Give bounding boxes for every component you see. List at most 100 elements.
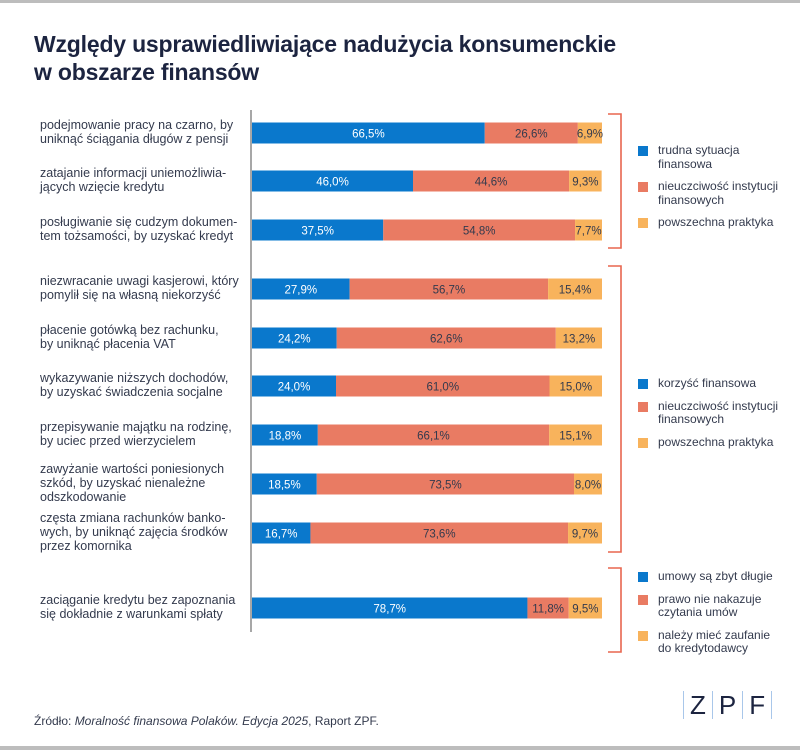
- group-bracket: [608, 113, 622, 249]
- category-label: przepisywanie majątku na rodzinę, by ucie…: [40, 420, 245, 448]
- data-label: 24,2%: [278, 334, 311, 346]
- bar-segment-1: [252, 473, 317, 495]
- source-prefix: Źródło:: [34, 714, 75, 728]
- data-label: 27,9%: [285, 285, 318, 297]
- category-label-line: niezwracanie uwagi kasjerowi, który: [40, 274, 239, 288]
- group-bracket: [608, 567, 622, 653]
- category-label-line: się dokładnie z warunkami spłaty: [40, 607, 223, 621]
- data-label: 15,4%: [559, 285, 592, 297]
- bar-segment-1: [252, 327, 337, 349]
- legend-group-2: korzyść finansowa nieuczciwość instytucji…: [638, 376, 788, 458]
- data-label: 61,0%: [426, 382, 459, 394]
- chart-title: Względy usprawiedliwiające nadużycia kon…: [34, 30, 754, 86]
- category-label: częsta zmiana rachunków banko-wych, by u…: [40, 511, 245, 553]
- category-label: zatajanie informacji uniemożliwia-jących…: [40, 166, 245, 194]
- legend-label-line: umowy są zbyt długie: [658, 569, 773, 583]
- category-label-line: zaciąganie kredytu bez zapoznania: [40, 593, 236, 607]
- bar-segment-1: [252, 375, 336, 397]
- category-label-line: płacenie gotówką bez rachunku,: [40, 323, 219, 337]
- data-label: 15,0%: [559, 382, 592, 394]
- category-label-line: wykazywanie niższych dochodów,: [40, 371, 229, 385]
- legend-label-line: powszechna praktyka: [658, 215, 774, 229]
- bar-segment-3: [548, 278, 602, 300]
- category-label-line: posługiwanie się cudzym dokumen-: [40, 215, 238, 229]
- bar-segment-1: [252, 278, 350, 300]
- data-label: 46,0%: [316, 177, 349, 189]
- data-label: 8,0%: [575, 480, 601, 492]
- bar-segment-1: [252, 122, 485, 144]
- bar-segment-3: [569, 170, 602, 192]
- legend-item: nieuczciwość instytucji finansowych: [638, 179, 788, 207]
- data-label: 9,7%: [572, 529, 598, 541]
- bar-segment-1: [252, 522, 311, 544]
- bar-segment-2: [527, 597, 569, 619]
- category-label: niezwracanie uwagi kasjerowi, który pomyl…: [40, 274, 245, 302]
- source-title: Moralność finansowa Polaków. Edycja 2025: [74, 714, 309, 728]
- logo-letter-f: F: [749, 689, 766, 720]
- data-label: 78,7%: [373, 604, 406, 616]
- legend-group-3: umowy są zbyt długie prawo nie nakazuje cz…: [638, 569, 788, 665]
- logo-divider: [711, 691, 713, 719]
- data-label: 16,7%: [265, 529, 298, 541]
- legend-swatch: [638, 630, 648, 641]
- chart-title-line-2: w obszarze finansów: [34, 59, 259, 85]
- category-label: zawyżanie wartości poniesionych szkód, by…: [40, 462, 245, 504]
- legend-item: powszechna praktyka: [638, 435, 788, 450]
- legend-item: prawo nie nakazuje czytania umów: [638, 591, 788, 620]
- bar-segment-2: [310, 522, 569, 544]
- bottom-border: [0, 746, 800, 750]
- legend-label-line: czytania umów: [658, 605, 738, 619]
- category-label: podejmowanie pracy na czarno, by uniknąć …: [40, 118, 245, 146]
- logo-letter-z: Z: [690, 689, 706, 720]
- bar-segment-1: [252, 170, 413, 192]
- data-label: 11,8%: [532, 604, 564, 616]
- data-label: 37,5%: [301, 226, 334, 238]
- source-note: Źródło: Moralność finansowa Polaków. Edy…: [34, 714, 379, 728]
- source-suffix: , Raport ZPF.: [308, 714, 379, 728]
- category-label-line: pomylił się na własną niekorzyść: [40, 288, 221, 302]
- legend-label-line: finansowych: [658, 192, 725, 207]
- bar-segment-3: [574, 473, 602, 495]
- legend-label-line: nieuczciwość instytucji: [658, 398, 779, 413]
- legend-group-1: trudna sytuacja finansowa nieuczciwość ins…: [638, 143, 788, 239]
- legend-swatch: [638, 594, 648, 605]
- category-label: posługiwanie się cudzym dokumen-tem tożs…: [40, 215, 245, 243]
- legend-swatch: [638, 572, 648, 582]
- legend-swatch: [638, 437, 648, 448]
- logo-divider: [771, 691, 773, 719]
- data-label: 7,7%: [575, 226, 601, 238]
- legend-label-line: finansowych: [658, 412, 725, 426]
- bar-segment-1: [252, 424, 318, 446]
- legend-label-line: prawo nie nakazuje: [658, 591, 762, 606]
- bar-segment-3: [568, 597, 602, 619]
- data-label: 9,5%: [572, 604, 598, 616]
- data-label: 66,1%: [417, 431, 450, 443]
- bar-segment-2: [316, 473, 574, 495]
- legend-swatch: [638, 379, 648, 389]
- category-label: wykazywanie niższych dochodów, by uzyskać…: [40, 371, 245, 399]
- bar-segment-1: [252, 597, 528, 619]
- category-label-line: zatajanie informacji uniemożliwia-: [40, 166, 227, 180]
- legend-swatch: [638, 218, 648, 228]
- legend-label-line: nieuczciwość instytucji: [658, 179, 779, 193]
- bar-segment-2: [349, 278, 549, 300]
- data-label: 9,3%: [572, 177, 598, 189]
- legend-item: nieuczciwość instytucji finansowych: [638, 398, 788, 427]
- logo-divider: [683, 691, 684, 719]
- category-label: zaciąganie kredytu bez zapoznania się dok…: [40, 593, 245, 621]
- bar-segment-3: [575, 219, 602, 241]
- data-label: 66,5%: [352, 129, 385, 141]
- legend-item: należy mieć zaufanie do kredytodawcy: [638, 627, 788, 656]
- bar-segment-3: [549, 375, 602, 397]
- legend-item: powszechna praktyka: [638, 215, 788, 230]
- category-label-line: by uniknąć płacenia VAT: [40, 337, 176, 351]
- data-label: 54,8%: [463, 226, 496, 238]
- group-bracket: [608, 265, 622, 553]
- category-label-line: podejmowanie pracy na czarno, by: [40, 118, 234, 132]
- legend-label-line: należy mieć zaufanie: [658, 627, 771, 642]
- legend-item: trudna sytuacja finansowa: [638, 143, 788, 171]
- bar-segment-1: [252, 219, 384, 241]
- data-label: 56,7%: [433, 285, 466, 297]
- bar-segment-2: [336, 327, 556, 349]
